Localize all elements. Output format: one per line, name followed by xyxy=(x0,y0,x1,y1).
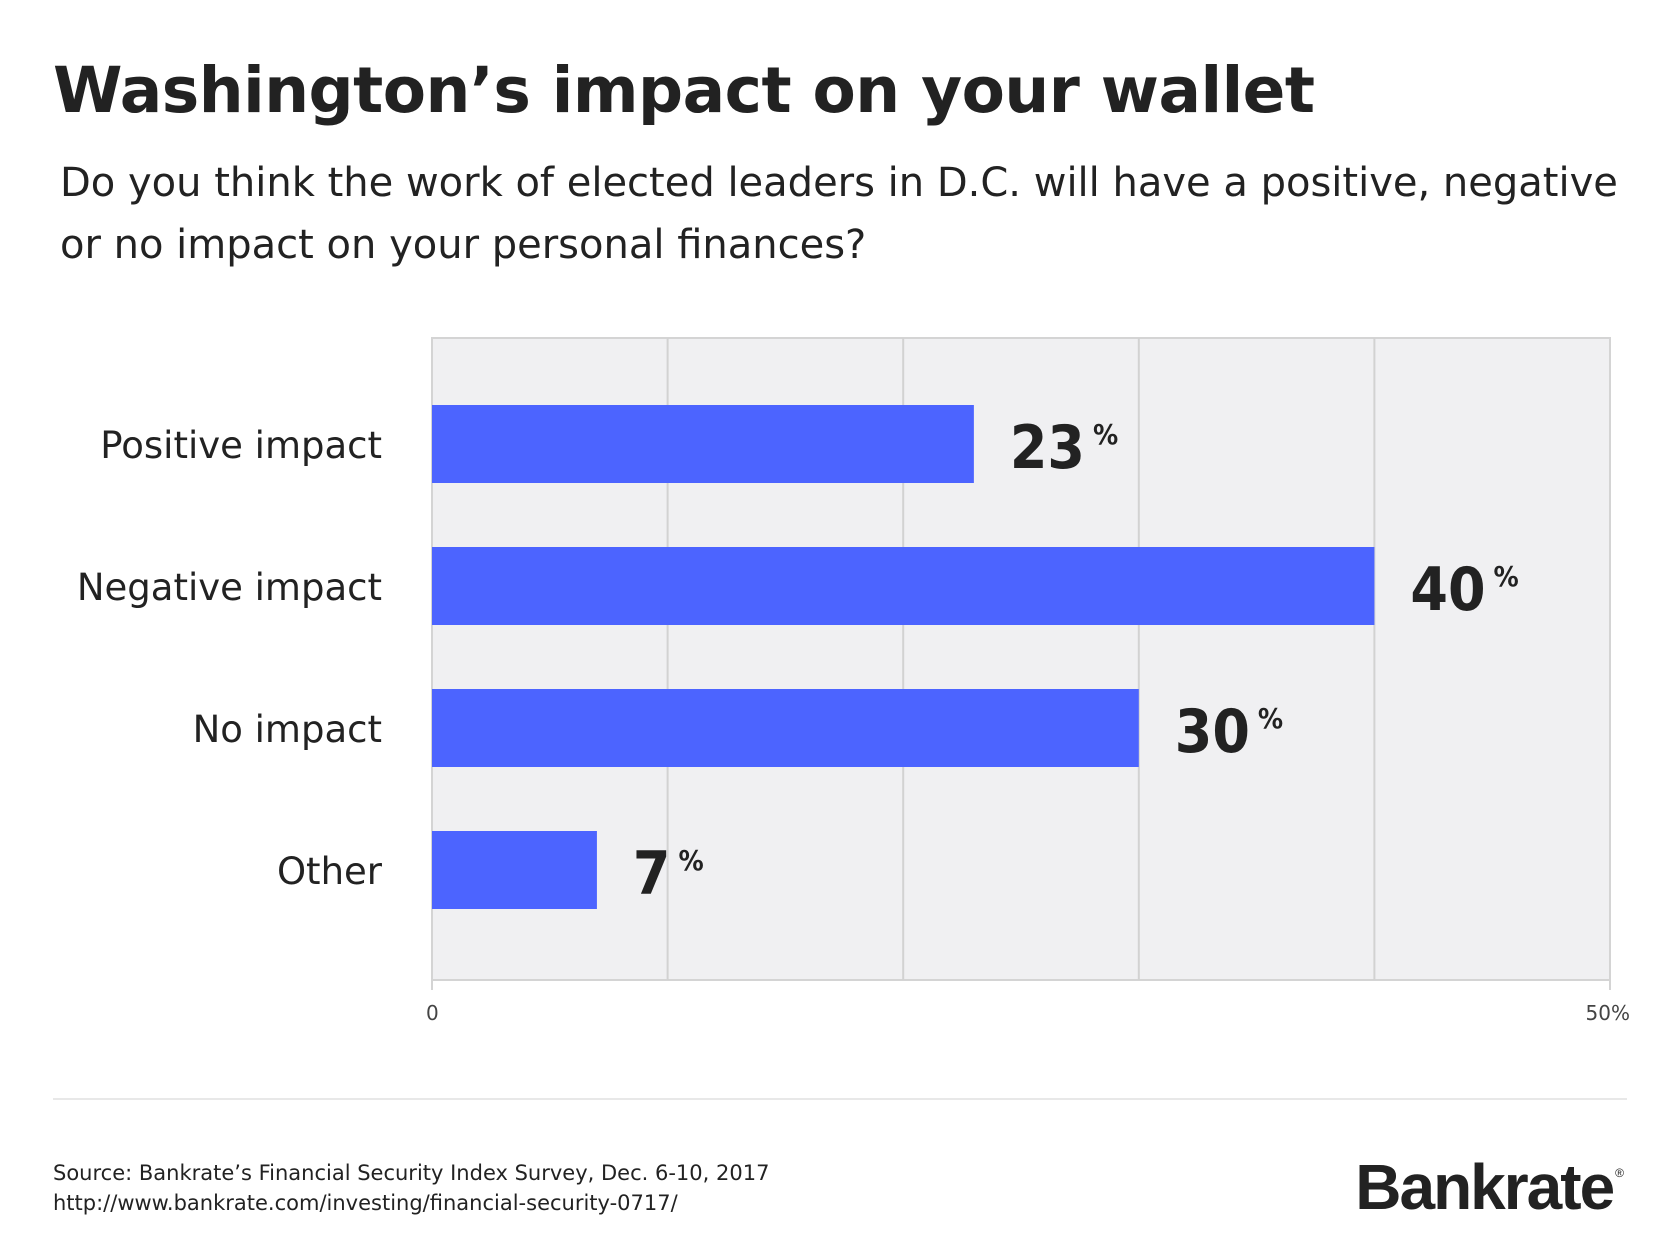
source-line: Source: Bankrate’s Financial Security In… xyxy=(53,1161,770,1185)
value-labels: 23 % 40 % 30 % 7% xyxy=(633,413,1519,909)
category-label: Negative impact xyxy=(77,566,382,609)
category-label: Other xyxy=(277,850,383,893)
source-url[interactable]: http://www.bankrate.com/investing/financ… xyxy=(53,1191,678,1215)
bar-no-impact xyxy=(432,689,1139,767)
registered-mark: ® xyxy=(1615,1166,1624,1180)
value-label: 23% xyxy=(1010,413,1118,483)
chart-subtitle: Do you think the work of elected leaders… xyxy=(60,160,1618,268)
x-tick-label: 50% xyxy=(1586,1001,1630,1025)
value-label: 30% xyxy=(1175,697,1283,767)
value-label: 7% xyxy=(633,839,704,909)
bars xyxy=(432,405,1375,909)
x-axis: 0 50% xyxy=(426,980,1630,1025)
bar-chart: Positive impact Negative impact No impact O… xyxy=(77,337,1630,1025)
bar-negative-impact xyxy=(432,547,1375,625)
value-label: 40% xyxy=(1410,555,1518,625)
bar-positive-impact xyxy=(432,405,974,483)
category-labels: Positive impact Negative impact No impact O… xyxy=(77,424,383,893)
footer-divider xyxy=(53,1098,1627,1100)
x-tick-label: 0 xyxy=(426,1001,439,1025)
bar-other xyxy=(432,831,597,909)
chart-title: Washington’s impact on your wallet xyxy=(53,54,1315,127)
category-label: Positive impact xyxy=(100,424,382,467)
bankrate-logo: Bankrate ® xyxy=(1355,1152,1624,1222)
category-label: No impact xyxy=(193,708,382,751)
logo-wordmark: Bankrate xyxy=(1355,1151,1615,1223)
source-note: Source: Bankrate’s Financial Security In… xyxy=(53,1158,769,1218)
